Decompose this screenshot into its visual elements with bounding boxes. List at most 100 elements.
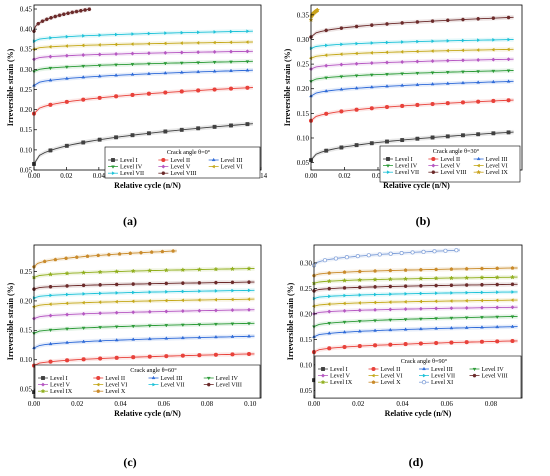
series-marker	[147, 62, 151, 66]
series-marker	[324, 76, 329, 80]
legend-label: Level I	[120, 157, 138, 164]
panel-label: (a)	[123, 214, 137, 228]
series-marker	[229, 60, 233, 64]
series-marker	[491, 47, 495, 52]
series-marker	[510, 298, 514, 303]
series-marker	[388, 307, 393, 312]
series-level-ix	[308, 7, 321, 23]
series-marker	[373, 292, 378, 297]
series-marker	[476, 17, 481, 21]
series-marker	[81, 64, 86, 69]
legend-marker	[161, 164, 166, 169]
series-marker	[492, 37, 496, 42]
series-marker	[418, 284, 423, 288]
series-marker	[131, 337, 136, 341]
series-marker	[64, 301, 69, 306]
series-marker	[114, 282, 119, 287]
series-marker	[57, 13, 62, 18]
y-tick-label: 0.30	[297, 36, 310, 44]
series-marker	[342, 320, 347, 325]
series-line	[33, 268, 255, 278]
series-marker	[443, 248, 448, 253]
legend-label: Level VIII	[440, 169, 466, 176]
series-marker	[81, 326, 86, 331]
series-marker	[179, 50, 184, 55]
series-marker	[401, 40, 405, 44]
series-marker	[197, 298, 201, 302]
series-marker	[80, 269, 87, 275]
series-marker	[327, 309, 332, 314]
series-marker	[385, 73, 389, 77]
series-marker	[48, 66, 53, 71]
legend-label: Level III	[161, 375, 183, 382]
series-marker	[48, 54, 53, 59]
series-marker	[479, 305, 485, 310]
series-marker	[373, 328, 377, 332]
legend-label: Level VII	[120, 170, 144, 177]
series-marker	[400, 21, 405, 25]
series-marker	[377, 252, 382, 257]
series-marker	[511, 290, 515, 294]
panel-label: (c)	[123, 455, 136, 469]
series-marker	[491, 131, 496, 136]
series-level-v	[31, 49, 253, 62]
legend-item: Level IV	[469, 366, 505, 373]
series-marker	[214, 322, 218, 327]
series-marker	[354, 107, 359, 112]
legend-item: Level VIII	[428, 169, 467, 176]
y-axis-label: Irreversible strain (%)	[286, 282, 295, 360]
series-marker	[82, 291, 86, 296]
series-marker	[495, 315, 500, 320]
y-tick-label: 0.20	[300, 310, 313, 318]
x-axis-label: Relative cycle (n/N)	[114, 181, 181, 190]
legend-item: Level IX	[473, 169, 508, 176]
legend-label: Level V	[50, 382, 71, 389]
legend-label: Level IV	[120, 164, 143, 171]
series-marker	[430, 71, 435, 75]
legend-label: Level IV	[482, 366, 505, 373]
series-marker	[147, 267, 153, 273]
series-marker	[476, 99, 481, 104]
legend-marker	[422, 366, 426, 371]
series-level-v	[311, 305, 518, 317]
series-marker	[464, 340, 469, 345]
y-tick-label: 0.05	[20, 386, 33, 394]
legend-marker	[431, 170, 436, 174]
series-marker	[42, 259, 47, 264]
series-marker	[495, 339, 500, 344]
legend-box	[104, 146, 261, 179]
series-marker	[48, 78, 53, 82]
series-marker	[430, 135, 435, 140]
series-marker	[61, 12, 66, 16]
legend-item: Level V	[158, 164, 191, 171]
series-level-x	[32, 248, 177, 269]
series-marker	[212, 40, 216, 45]
legend-label: Level X	[381, 379, 402, 386]
series-marker	[415, 49, 419, 54]
legend-item: Level III	[473, 156, 507, 163]
y-tick-label: 0.40	[20, 26, 33, 34]
series-marker	[402, 276, 409, 282]
y-tick-label: 0.30	[20, 66, 33, 74]
series-marker	[510, 315, 515, 319]
legend-title: Crack angle θ=90°	[401, 358, 448, 365]
series-marker	[454, 248, 459, 253]
series-band	[34, 6, 91, 34]
series-marker	[419, 291, 424, 296]
series-level-viii	[312, 282, 518, 294]
series-marker	[384, 50, 389, 55]
series-marker	[48, 302, 52, 307]
series-marker	[400, 83, 405, 87]
y-axis-label: Irreversible strain (%)	[283, 48, 292, 126]
series-marker	[435, 291, 439, 296]
series-marker	[146, 51, 151, 56]
series-marker	[445, 18, 450, 23]
legend-item: Level V	[38, 382, 71, 389]
legend-marker	[476, 169, 482, 175]
series-marker	[130, 42, 134, 46]
series-marker	[354, 86, 359, 90]
series-marker	[147, 309, 152, 314]
legend-item: Level XI	[419, 379, 453, 386]
series-marker	[85, 254, 90, 258]
series-marker	[180, 323, 185, 327]
